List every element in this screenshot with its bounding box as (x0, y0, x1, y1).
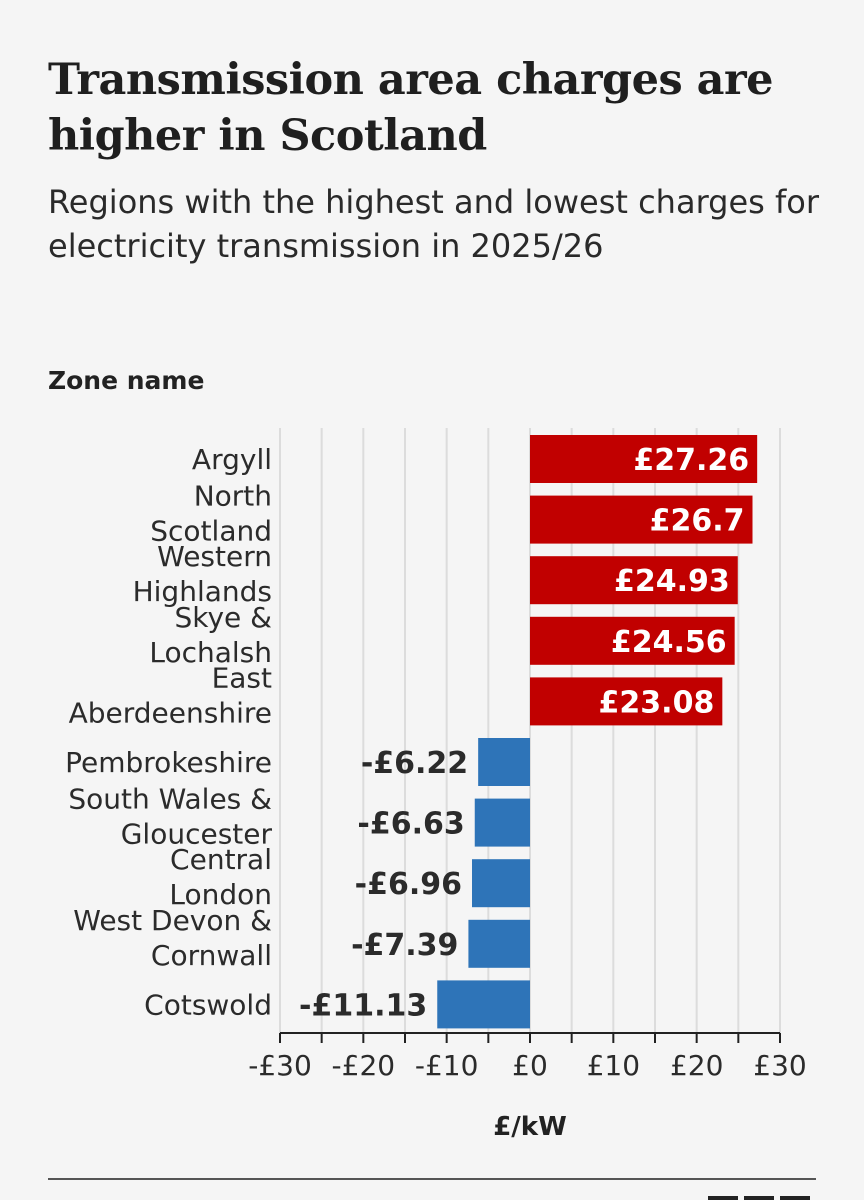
x-axis-title: £/kW (493, 1112, 567, 1142)
data-label: -£6.63 (357, 807, 464, 842)
bar (530, 677, 723, 726)
x-tick-label: £20 (670, 1049, 723, 1082)
bar (478, 738, 530, 786)
footer-divider (48, 1178, 816, 1180)
category-label: South Wales & Gloucester (68, 783, 272, 851)
category-label: Pembrokeshire (65, 746, 272, 779)
bar (472, 859, 530, 908)
data-label: -£6.96 (355, 867, 462, 902)
data-label: £26.7 (650, 504, 745, 539)
bar (437, 980, 530, 1029)
bar (530, 556, 738, 605)
data-label: £24.56 (611, 625, 727, 660)
category-label: East Aberdeenshire (69, 661, 272, 729)
data-label: -£7.39 (351, 928, 458, 963)
data-label: £23.08 (599, 685, 715, 720)
x-tick-label: -£20 (332, 1049, 396, 1082)
bar (530, 435, 758, 483)
bar (474, 798, 530, 847)
category-label: Argyll (192, 443, 272, 476)
category-label: North Scotland (150, 480, 272, 548)
chart-subtitle: Regions with the highest and lowest char… (48, 183, 819, 265)
x-tick-label: £10 (587, 1049, 640, 1082)
bar (530, 616, 735, 665)
bar (530, 495, 753, 544)
x-tick-label: £30 (753, 1049, 806, 1082)
x-tick-label: -£10 (415, 1049, 479, 1082)
data-label: £27.26 (633, 443, 749, 478)
x-tick-label: £0 (512, 1049, 548, 1082)
category-label: Central London (169, 843, 272, 911)
data-label: -£11.13 (299, 988, 427, 1023)
data-label: £24.93 (614, 564, 730, 599)
category-label: Western Highlands (133, 540, 272, 608)
y-axis-title: Zone name (48, 366, 205, 395)
brand-logo (708, 1196, 810, 1200)
x-tick-label: -£30 (248, 1049, 312, 1082)
category-label: Skye & Lochalsh (149, 601, 272, 669)
chart-title: Transmission area charges are higher in … (48, 55, 774, 161)
data-label: -£6.22 (361, 746, 468, 781)
category-label: Cotswold (144, 988, 272, 1021)
category-label: West Devon & Cornwall (73, 904, 272, 972)
bar (468, 919, 530, 968)
